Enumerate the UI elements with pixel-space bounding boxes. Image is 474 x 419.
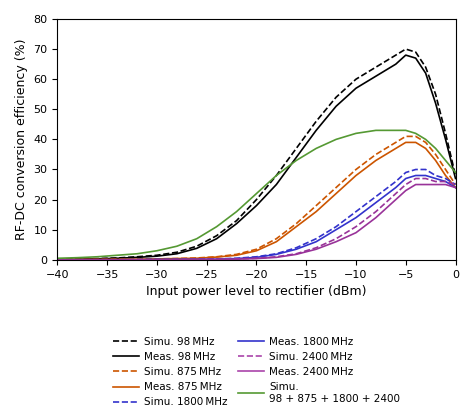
Y-axis label: RF-DC conversion efficiency (%): RF-DC conversion efficiency (%) bbox=[15, 39, 28, 240]
Legend: Simu. 98 MHz, Meas. 98 MHz, Simu. 875 MHz, Meas. 875 MHz, Simu. 1800 MHz, Meas. : Simu. 98 MHz, Meas. 98 MHz, Simu. 875 MH… bbox=[109, 332, 404, 411]
X-axis label: Input power level to rectifier (dBm): Input power level to rectifier (dBm) bbox=[146, 285, 367, 298]
